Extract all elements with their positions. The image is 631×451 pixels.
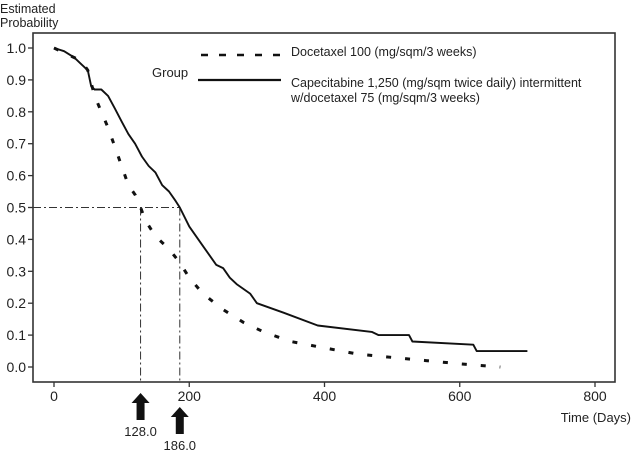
- y-axis-label-line1: Estimated: [0, 2, 56, 16]
- y-tick-label: 0.1: [7, 327, 27, 343]
- legend-title: Group: [152, 65, 188, 80]
- x-tick-label: 200: [178, 388, 202, 404]
- legend-label-capecitabine-line2: w/docetaxel 75 (mg/sqm/3 weeks): [290, 91, 480, 105]
- y-tick-label: 0.0: [7, 359, 27, 375]
- x-tick-label: 600: [448, 388, 472, 404]
- x-tick-label: 400: [313, 388, 337, 404]
- x-axis-label: Time (Days): [561, 410, 631, 425]
- x-tick-label: 0: [50, 388, 58, 404]
- legend-label-capecitabine-line1: Capecitabine 1,250 (mg/sqm twice daily) …: [291, 76, 582, 90]
- median-label: 128.0: [124, 424, 157, 439]
- y-tick-label: 0.3: [7, 263, 27, 279]
- y-axis-label-line2: Probability: [0, 16, 59, 30]
- y-tick-label: 0.7: [7, 136, 27, 152]
- y-tick-label: 0.9: [7, 72, 27, 88]
- y-tick-label: 0.4: [7, 231, 27, 247]
- y-tick-label: 1.0: [7, 40, 27, 56]
- median-arrow-icon: [131, 393, 150, 420]
- series-docetaxel-line: [53, 46, 501, 369]
- y-tick-label: 0.5: [7, 200, 27, 216]
- y-tick-label: 0.2: [7, 295, 27, 311]
- y-tick-label: 0.8: [7, 104, 27, 120]
- series-capecitabine-line: [53, 47, 528, 353]
- median-arrow-icon: [170, 407, 189, 434]
- x-tick-label: 800: [583, 388, 607, 404]
- legend-label-docetaxel: Docetaxel 100 (mg/sqm/3 weeks): [291, 45, 477, 59]
- y-tick-label: 0.6: [7, 168, 27, 184]
- median-label: 186.0: [164, 438, 197, 451]
